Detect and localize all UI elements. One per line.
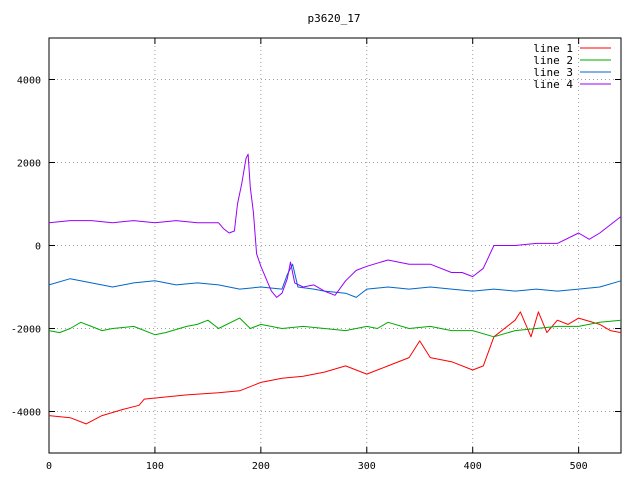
legend-label-2: line 2 [533,54,573,67]
axis-ticks: 0 100 200 300 400 500 -4000 -2000 0 2000 4000 [11,38,621,472]
y-tick-label: -4000 [11,408,41,419]
y-tick-label: 0 [35,242,41,253]
x-tick-label: 0 [46,461,52,472]
legend-label-1: line 1 [533,42,573,55]
series-line-2 [48,317,622,338]
legend-label-3: line 3 [533,66,573,79]
chart-title: p3620_17 [308,12,361,25]
plot-area-border [48,37,622,454]
series-line-4 [48,153,622,298]
x-tick-label: 100 [146,461,164,472]
legend-label-4: line 4 [533,78,573,91]
series-line-1 [48,311,622,425]
y-tick-label: 4000 [17,76,41,87]
series-lines [48,153,622,425]
x-tick-label: 300 [358,461,376,472]
x-tick-label: 400 [464,461,482,472]
y-tick-label: 2000 [17,159,41,170]
grid [49,38,621,453]
x-tick-label: 500 [570,461,588,472]
series-line-3 [48,263,622,298]
y-tick-label: -2000 [11,325,41,336]
x-tick-label: 200 [252,461,270,472]
